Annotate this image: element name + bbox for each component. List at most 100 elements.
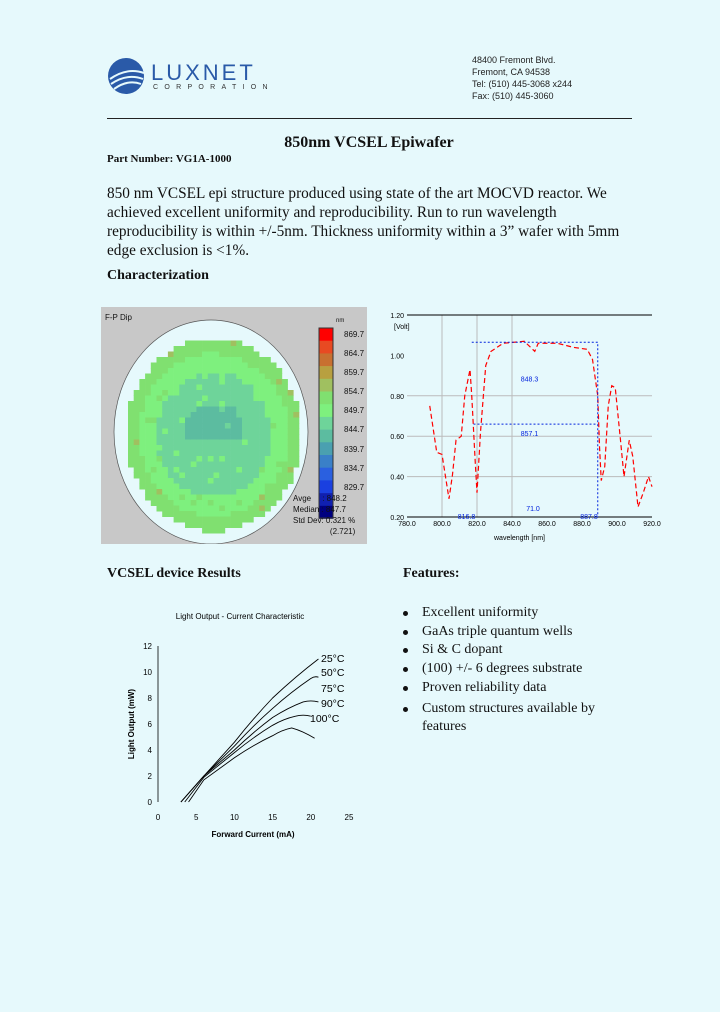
wafer-cell bbox=[190, 340, 197, 347]
wafer-cell bbox=[259, 511, 266, 517]
wafer-cell bbox=[236, 439, 243, 446]
wafer-cell bbox=[219, 516, 226, 523]
wafer-cell bbox=[293, 456, 300, 462]
scale-unit: nm bbox=[336, 318, 345, 324]
wafer-cell bbox=[179, 346, 186, 352]
wafer-cell bbox=[224, 483, 231, 490]
wafer-cell bbox=[253, 351, 260, 358]
wafer-cell bbox=[224, 362, 231, 369]
wafer-cell bbox=[207, 483, 214, 490]
wafer-cell bbox=[150, 390, 157, 396]
wafer-cell bbox=[224, 340, 231, 347]
wafer-cell bbox=[145, 472, 152, 479]
wafer-cell bbox=[202, 368, 209, 374]
wafer-cell bbox=[270, 434, 277, 440]
wafer-cell bbox=[167, 357, 174, 363]
wafer-cell bbox=[145, 401, 152, 407]
colorbar-segment bbox=[319, 442, 333, 456]
wafer-cell bbox=[230, 516, 237, 523]
wafer-cell bbox=[242, 351, 248, 358]
wafer-cell bbox=[247, 478, 254, 484]
wafer-cell bbox=[128, 401, 134, 407]
wafer-cell bbox=[276, 368, 283, 374]
wafer-cell bbox=[162, 467, 169, 473]
wafer-cell bbox=[162, 478, 169, 484]
feature-item: Proven reliability data bbox=[401, 679, 621, 698]
wafer-cell bbox=[259, 417, 266, 424]
wafer-cell bbox=[224, 406, 231, 413]
wafer-cell bbox=[162, 401, 169, 407]
wafer-cell bbox=[167, 373, 174, 380]
wafer-cell bbox=[190, 439, 197, 446]
y-tick-label: 8 bbox=[148, 694, 153, 703]
wafer-cell bbox=[287, 428, 294, 435]
wafer-cell bbox=[179, 489, 186, 495]
wafer-cell bbox=[253, 423, 260, 429]
wafer-cell bbox=[281, 406, 288, 413]
spectrum-annotation: 816.8 bbox=[458, 514, 476, 521]
wafer-cell bbox=[236, 467, 243, 473]
wafer-cell bbox=[259, 450, 266, 457]
feature-item: Si & C dopant bbox=[401, 641, 621, 660]
wafer-cell bbox=[253, 357, 260, 363]
wafer-cell bbox=[230, 489, 237, 495]
wafer-cell bbox=[207, 478, 214, 484]
wafer-cell bbox=[270, 423, 277, 429]
wafer-cell bbox=[179, 379, 186, 385]
wafer-cell bbox=[145, 439, 152, 446]
spectrum-annotation: 887.8 bbox=[580, 514, 598, 521]
wafer-cell bbox=[128, 445, 134, 451]
wafer-cell bbox=[179, 472, 186, 479]
wafer-cell bbox=[236, 357, 243, 363]
wafer-cell bbox=[179, 406, 186, 413]
wafer-cell bbox=[202, 373, 209, 380]
wafer-cell bbox=[259, 368, 266, 374]
wafer-cell bbox=[179, 357, 186, 363]
wafer-cell bbox=[179, 500, 186, 506]
wafer-cell bbox=[173, 401, 180, 407]
wafer-cell bbox=[190, 505, 197, 512]
wafer-cell bbox=[213, 511, 220, 517]
wafer-cell bbox=[190, 390, 197, 396]
wafer-cell bbox=[185, 467, 191, 473]
wafer-cell bbox=[156, 362, 163, 369]
wafer-cell bbox=[173, 412, 180, 418]
wafer-cell bbox=[224, 494, 231, 501]
wafer-cell bbox=[167, 401, 174, 407]
wafer-cell bbox=[190, 384, 197, 391]
wafer-cell bbox=[247, 384, 254, 391]
wafer-cell bbox=[162, 406, 169, 413]
wafer-cell bbox=[162, 373, 169, 380]
wafer-cell bbox=[236, 373, 243, 380]
wafer-cell bbox=[264, 478, 271, 484]
wafer-cell bbox=[150, 494, 157, 501]
wafer-cell bbox=[196, 390, 203, 396]
wafer-cell bbox=[281, 412, 288, 418]
wafer-cell bbox=[139, 450, 146, 457]
wafer-cell bbox=[133, 434, 140, 440]
wafer-cell bbox=[264, 428, 271, 435]
wafer-cell bbox=[202, 527, 209, 534]
wafer-cell bbox=[167, 390, 174, 396]
feature-item: Excellent uniformity bbox=[401, 604, 621, 623]
wafer-cell bbox=[213, 340, 220, 347]
wafer-cell bbox=[247, 346, 254, 352]
wafer-cell bbox=[242, 428, 248, 435]
wafer-cell bbox=[276, 406, 283, 413]
wafer-cell bbox=[230, 500, 237, 506]
wafer-cell bbox=[173, 511, 180, 517]
y-tick-label: 6 bbox=[148, 720, 153, 729]
wafer-cell bbox=[247, 390, 254, 396]
wafer-cell bbox=[185, 456, 191, 462]
wafer-cell bbox=[173, 390, 180, 396]
wafer-cell bbox=[173, 505, 180, 512]
wafer-cell bbox=[219, 494, 226, 501]
stat-average: Avge : 848.2 bbox=[293, 494, 347, 503]
wafer-cell bbox=[242, 478, 248, 484]
wafer-cell bbox=[196, 483, 203, 490]
feature-item: Custom structures available by features bbox=[401, 700, 621, 737]
wafer-cell bbox=[173, 472, 180, 479]
series-line bbox=[184, 714, 311, 803]
wafer-cell bbox=[133, 445, 140, 451]
wafer-cell bbox=[247, 483, 254, 490]
